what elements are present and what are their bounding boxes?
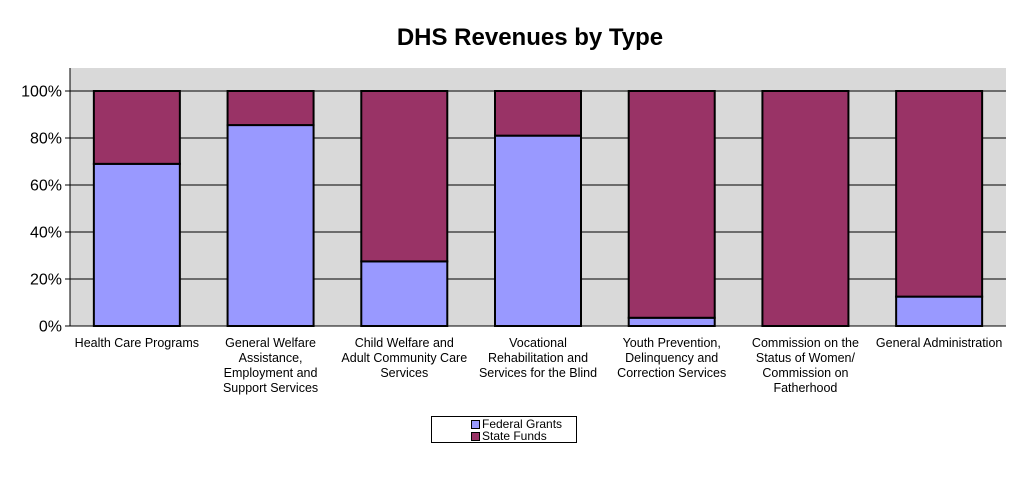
x-category-label-line: Youth Prevention, — [623, 336, 721, 350]
x-category-label-line: Health Care Programs — [75, 336, 199, 350]
x-category-label-line: Adult Community Care — [341, 351, 467, 365]
bar-state-funds — [494, 90, 582, 137]
bar-state-funds — [761, 90, 850, 327]
x-category-label-line: Fatherhood — [773, 381, 837, 395]
bar-federal-grants — [360, 260, 449, 327]
bar-state-funds — [226, 90, 315, 127]
legend-item-federal-grants: Federal Grants — [471, 418, 576, 430]
y-tick-label: 20% — [30, 272, 62, 289]
x-category-label-line: Support Services — [223, 381, 318, 395]
x-category-label-line: Services — [380, 366, 428, 380]
x-category-label-line: Commission on — [762, 366, 848, 380]
x-category-label-line: General Administration — [876, 336, 1003, 350]
legend-swatch-federal-grants — [471, 419, 480, 429]
x-category-label-line: Delinquency and — [625, 351, 718, 365]
x-category-label-line: Correction Services — [617, 366, 726, 380]
bar-federal-grants — [895, 295, 984, 327]
legend-swatch-state-funds — [471, 431, 480, 441]
legend-label-federal-grants: Federal Grants — [482, 417, 563, 431]
bar-federal-grants — [226, 124, 315, 327]
bar-state-funds — [92, 90, 181, 165]
x-category-label: Child Welfare and Adult Community Care Ser… — [341, 336, 467, 380]
bar-federal-grants — [92, 162, 181, 327]
x-category-label: General Welfare Assistance, Employment and… — [223, 336, 318, 395]
legend: Federal Grants State Funds — [431, 416, 577, 443]
y-tick-label: 40% — [30, 225, 62, 242]
x-category-label-line: Services for the Blind — [479, 366, 597, 380]
legend-item-state-funds: State Funds — [471, 430, 576, 442]
bar-federal-grants — [494, 134, 582, 327]
x-category-label: Youth Prevention, Delinquency and Correcti… — [617, 336, 726, 380]
x-category-label: Commission on the Status of Women/Commiss… — [752, 336, 859, 395]
x-category-label: Vocational Rehabilitation and Services for… — [479, 336, 597, 380]
legend-label-state-funds: State Funds — [482, 429, 547, 443]
x-category-label-line: General Welfare — [225, 336, 316, 350]
x-category-label-line: Employment and — [224, 366, 318, 380]
y-tick-label: 80% — [30, 131, 62, 148]
bar-state-funds — [895, 90, 984, 298]
x-category-label-line: Vocational — [509, 336, 567, 350]
y-tick-label: 100% — [21, 84, 62, 101]
x-category-label: Health Care Programs — [75, 336, 199, 350]
x-category-label-line: Commission on the — [752, 336, 859, 350]
x-category-label-line: Rehabilitation and — [488, 351, 588, 365]
bar-federal-grants — [627, 316, 716, 327]
bar-state-funds — [360, 90, 449, 263]
x-category-label-line: Child Welfare and — [355, 336, 454, 350]
x-category-label-line: Assistance, — [239, 351, 303, 365]
x-category-label: General Administration — [876, 336, 1003, 350]
chart-title: DHS Revenues by Type — [396, 24, 664, 51]
y-tick-label: 0% — [39, 319, 62, 336]
y-tick-label: 60% — [30, 178, 62, 195]
x-category-label-line: Status of Women/ — [756, 351, 856, 365]
bar-state-funds — [627, 90, 716, 319]
